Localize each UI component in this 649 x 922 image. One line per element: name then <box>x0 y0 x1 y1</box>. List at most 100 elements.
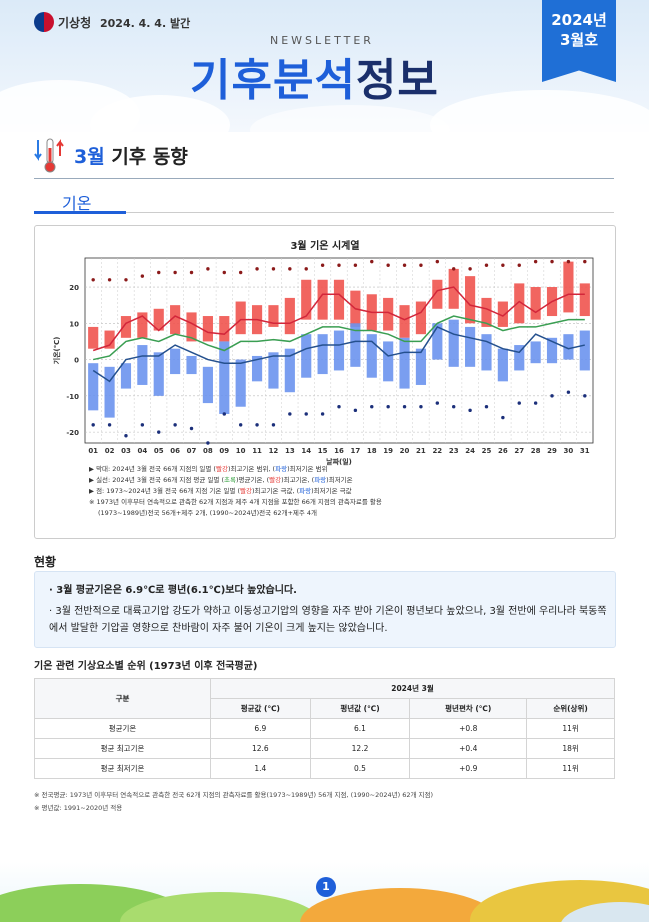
col-header: 평년편차 (℃) <box>409 698 528 719</box>
x-tick-label: 13 <box>285 447 295 455</box>
max-temp-range-bar <box>268 305 279 327</box>
min-temp-range-bar <box>350 323 361 367</box>
cell: 18위 <box>526 738 615 759</box>
max-temp-range-bar <box>579 283 590 317</box>
min-temp-range-bar <box>563 334 574 360</box>
max-temp-range-bar <box>301 279 312 320</box>
min-extreme-point <box>320 412 325 416</box>
section-divider <box>34 178 614 179</box>
min-temp-range-bar <box>530 341 541 364</box>
min-extreme-point <box>157 430 161 434</box>
max-temp-range-bar <box>497 301 508 327</box>
status-summary: · 3월 평균기온은 6.9℃로 평년(6.1℃)보다 높았습니다. <box>49 585 297 596</box>
newsletter-label: NEWSLETTER <box>270 34 374 47</box>
min-temp-range-bar <box>497 348 508 382</box>
max-temp-range-bar <box>186 312 197 342</box>
min-temp-range-bar <box>465 326 476 367</box>
max-temp-range-bar <box>153 308 164 331</box>
max-temp-range-bar <box>530 287 541 320</box>
min-temp-range-bar <box>514 345 525 371</box>
x-tick-label: 01 <box>88 447 98 455</box>
x-tick-label: 24 <box>465 447 475 455</box>
row-label: 평균기온 <box>34 718 211 739</box>
max-temp-range-bar <box>432 279 443 309</box>
x-tick-label: 16 <box>334 447 344 455</box>
max-extreme-point <box>91 278 95 282</box>
min-extreme-point <box>288 412 292 416</box>
cell: 6.1 <box>309 718 411 739</box>
min-temp-range-bar <box>104 366 115 418</box>
avg-max-temp-line <box>92 286 585 352</box>
min-extreme-point <box>206 441 210 445</box>
y-tick-label: 10 <box>69 320 79 328</box>
max-extreme-point <box>206 267 210 271</box>
status-detail: · 3월 전반적으로 대륙고기압 강도가 약하고 이동성고기압의 영향을 자주 … <box>49 606 607 634</box>
max-extreme-point <box>238 270 243 275</box>
note-line: ※ 1973년 이후부터 연속적으로 관측한 62개 지점과 제주 4개 지점을… <box>89 498 382 506</box>
note-red: 빨강 <box>269 476 282 484</box>
min-temp-range-bar <box>415 348 427 385</box>
col-header: 평균값 (℃) <box>210 698 311 719</box>
note-line: ▶ 점: 1973~2024년 3월 전국 66개 지점 기온 일별 (빨강)최… <box>89 486 382 497</box>
cloud-decoration <box>250 105 450 132</box>
kma-logo-icon <box>34 12 54 32</box>
avg-mean-temp-line <box>93 315 585 361</box>
min-temp-range-bar <box>120 363 132 389</box>
min-extreme-point <box>435 401 440 405</box>
min-extreme-point <box>304 412 308 416</box>
note-line: ▶ 막대: 2024년 3월 전국 66개 지점의 일별 (빨강)최고기온 범위… <box>89 464 382 475</box>
cell: 12.2 <box>309 738 411 759</box>
section-title: 3월 기후 동향 <box>34 136 188 176</box>
max-extreme-point <box>501 263 505 267</box>
max-extreme-point <box>452 267 456 271</box>
min-extreme-point <box>91 423 95 427</box>
page-number: 1 <box>316 877 336 897</box>
chart-title: 3월 기온 시계열 <box>290 241 360 252</box>
max-temp-range-bar <box>514 283 525 324</box>
min-extreme-point <box>583 394 587 398</box>
rank-table: 구분 2024년 3월 평균값 (℃) 평년값 (℃) 평년편차 (℃) 순위(… <box>34 678 615 779</box>
cell: +0.8 <box>409 718 528 739</box>
cell: +0.9 <box>409 758 528 779</box>
min-temp-range-bar <box>399 337 410 389</box>
note-red: 빨강 <box>215 465 228 473</box>
x-tick-label: 25 <box>482 447 492 455</box>
x-tick-label: 14 <box>301 447 311 455</box>
y-axis-label: 기온(℃) <box>52 337 61 365</box>
x-tick-label: 26 <box>498 447 508 455</box>
x-tick-label: 09 <box>219 447 229 455</box>
min-extreme-point <box>419 405 423 409</box>
max-extreme-point <box>533 259 538 264</box>
min-temp-range-bar <box>235 359 246 407</box>
note-text: )최고기온 극값, ( <box>252 487 300 495</box>
min-temp-range-bar <box>153 352 164 396</box>
newsletter-header: 기상청 2024. 4. 4. 발간 NEWSLETTER 기후분석정보 202… <box>0 0 649 132</box>
note-text: ▶ 실선: 2024년 3월 전국 66개 지점 평균 일별 ( <box>89 476 225 484</box>
title-part2: 정보 <box>355 55 439 106</box>
max-extreme-point <box>484 263 489 267</box>
note-red: 빨강 <box>240 487 252 495</box>
min-extreme-point <box>386 405 390 409</box>
max-extreme-point <box>173 270 177 275</box>
min-temp-range-bar <box>88 363 99 411</box>
min-temp-range-bar <box>448 319 459 367</box>
max-extreme-point <box>222 270 226 275</box>
max-temp-range-bar <box>88 326 99 349</box>
x-tick-label: 20 <box>400 447 410 455</box>
min-temp-range-bar <box>481 334 492 371</box>
avg-min-temp-line <box>92 325 585 383</box>
max-temp-range-bar <box>202 316 213 342</box>
note-text: )최고기온, ( <box>281 476 315 484</box>
x-tick-label: 06 <box>170 447 180 455</box>
x-tick-label: 18 <box>367 447 377 455</box>
max-temp-range-bar <box>383 297 394 331</box>
min-temp-range-bar <box>301 334 312 378</box>
note-green: 초록 <box>224 476 236 484</box>
max-temp-range-bar <box>465 276 476 324</box>
max-temp-range-bar <box>333 279 345 320</box>
max-extreme-point <box>517 263 521 267</box>
subsection-title: 기온 <box>62 194 92 213</box>
max-temp-range-bar <box>120 316 132 338</box>
min-temp-range-bar <box>546 337 558 364</box>
min-temp-range-bar <box>186 355 197 375</box>
